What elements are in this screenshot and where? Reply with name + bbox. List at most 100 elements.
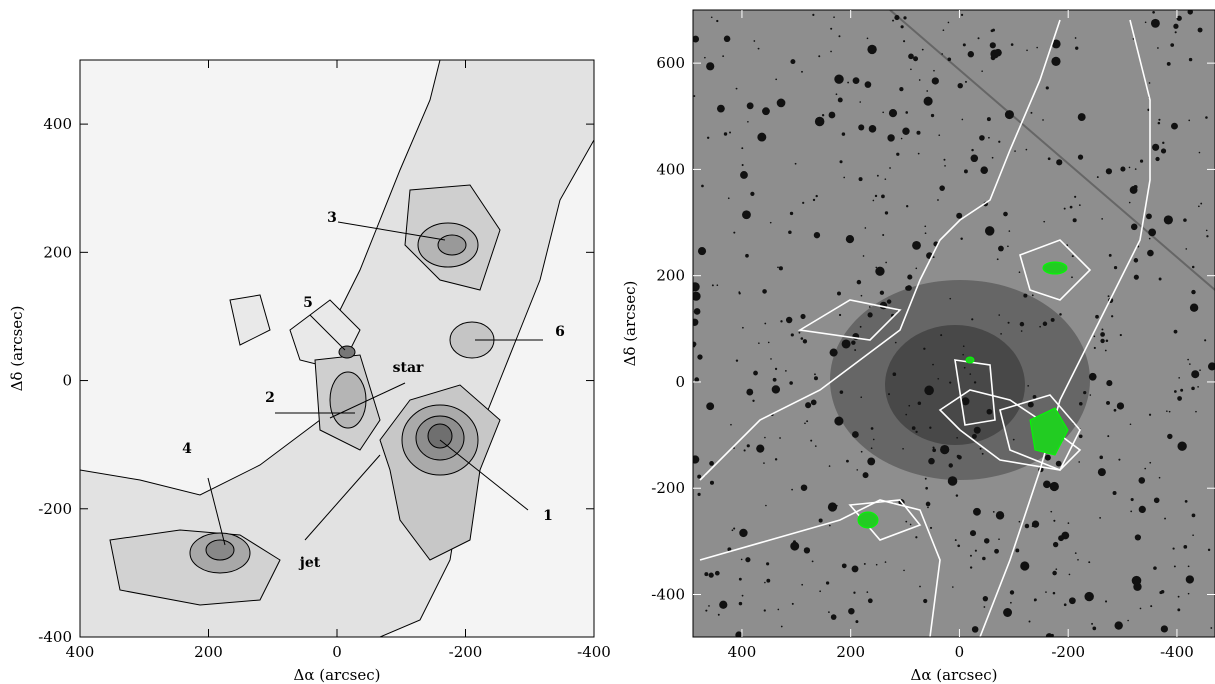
star [948,463,953,468]
star [1074,552,1077,554]
star [770,358,772,360]
star [800,484,808,492]
star [1007,245,1009,248]
star [834,416,844,426]
star [835,93,838,96]
star [854,349,857,351]
star [735,631,743,637]
star [1172,547,1175,550]
star [888,393,890,396]
star [1099,455,1103,460]
star [1106,400,1111,405]
star [983,606,986,608]
star [1157,121,1161,125]
star [971,148,974,152]
star [1189,303,1199,312]
star [1185,575,1194,584]
star [1105,170,1108,172]
star [745,557,751,563]
star [1099,516,1102,519]
star [983,538,990,544]
star [1027,384,1030,387]
star [940,444,950,455]
star [874,194,878,198]
star [881,194,885,199]
star [730,423,732,426]
star [791,488,793,491]
star [1183,218,1187,222]
star [780,625,783,628]
star [875,266,885,276]
star [982,556,986,561]
star [1173,565,1176,568]
star [908,404,911,407]
star [918,79,921,81]
y-tick-label: 400 [656,160,685,178]
star [800,337,804,340]
star [813,376,818,381]
star [845,234,855,244]
star [1074,195,1077,198]
star [764,581,766,584]
star [887,134,895,142]
star [1044,454,1051,461]
star [1166,410,1168,412]
star [986,117,991,122]
star [947,57,952,62]
star [954,539,957,542]
star [930,113,935,118]
star [1107,295,1110,298]
star [1023,293,1028,298]
star [905,413,908,416]
star [961,118,964,121]
star [719,600,728,609]
star [937,377,940,380]
star [1052,541,1059,548]
star [1191,370,1200,379]
star [969,566,973,569]
star [1113,265,1118,270]
star [746,102,754,110]
star [1111,315,1114,318]
star [973,426,981,434]
star [746,388,754,396]
star [1052,591,1056,595]
star [1158,277,1162,281]
y-tick-label: 0 [675,373,685,391]
star [693,291,701,301]
star [1144,21,1147,24]
x-tick-label: 400 [66,643,95,661]
star [777,266,779,269]
star [867,312,873,318]
star [705,609,708,612]
star [742,210,751,220]
star [990,49,1000,59]
star [758,342,760,344]
star [1108,253,1112,257]
star [818,518,823,523]
star [863,562,866,565]
star [886,299,892,304]
star [811,560,814,563]
star [697,247,707,256]
star [1140,507,1145,511]
star [971,318,974,321]
star [1114,621,1123,630]
star [813,232,821,239]
x-tick-label: 0 [332,643,342,661]
star [1147,108,1150,112]
star [1012,438,1015,441]
star [714,570,720,576]
star [1198,205,1200,208]
star [882,111,884,114]
star [1078,401,1083,406]
star [851,565,859,573]
star [693,282,700,292]
star [907,274,913,280]
star [753,370,758,376]
star [704,572,709,577]
star [745,253,749,258]
star [970,154,979,163]
star [1144,467,1147,470]
star [924,225,927,228]
